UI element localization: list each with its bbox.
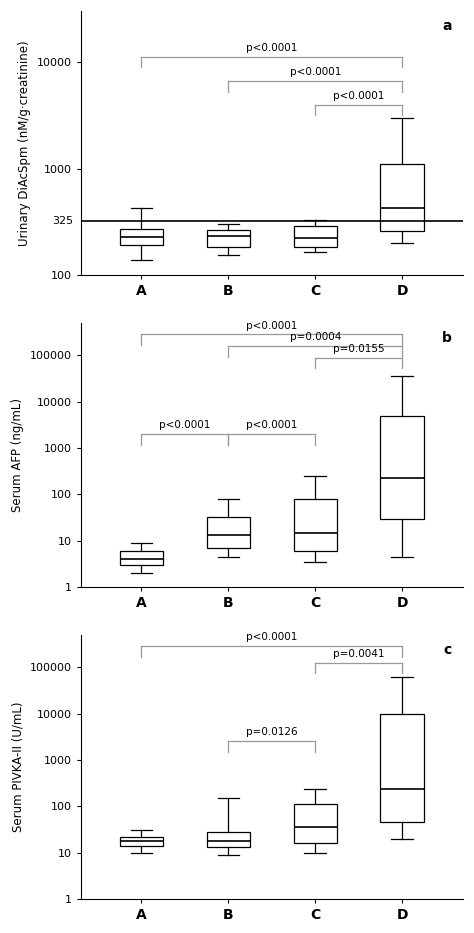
Text: a: a [442, 19, 451, 33]
Text: p<0.0001: p<0.0001 [246, 321, 298, 330]
Y-axis label: Serum AFP (ng/mL): Serum AFP (ng/mL) [11, 398, 24, 512]
PathPatch shape [380, 415, 424, 519]
PathPatch shape [120, 837, 163, 845]
Text: p<0.0001: p<0.0001 [246, 43, 298, 52]
PathPatch shape [293, 499, 337, 551]
Text: p<0.0001: p<0.0001 [290, 67, 341, 77]
Text: p<0.0001: p<0.0001 [159, 420, 210, 430]
PathPatch shape [207, 832, 250, 847]
Y-axis label: Serum PIVKA-II (U/mL): Serum PIVKA-II (U/mL) [11, 702, 24, 832]
Text: p=0.0126: p=0.0126 [246, 728, 298, 737]
PathPatch shape [207, 230, 250, 246]
Text: c: c [443, 643, 451, 657]
PathPatch shape [293, 226, 337, 246]
PathPatch shape [380, 164, 424, 231]
Text: p<0.0001: p<0.0001 [333, 91, 384, 101]
PathPatch shape [120, 230, 163, 245]
Text: p=0.0004: p=0.0004 [290, 332, 341, 342]
Text: p<0.0001: p<0.0001 [246, 420, 298, 430]
Y-axis label: Urinary DiAcSpm (nM/g·creatinine): Urinary DiAcSpm (nM/g·creatinine) [18, 40, 31, 246]
Text: p<0.0001: p<0.0001 [246, 633, 298, 643]
Text: b: b [442, 331, 451, 345]
Text: 325: 325 [52, 216, 73, 226]
PathPatch shape [120, 551, 163, 564]
PathPatch shape [293, 804, 337, 843]
Text: p=0.0155: p=0.0155 [333, 343, 384, 354]
PathPatch shape [207, 517, 250, 548]
Text: p=0.0041: p=0.0041 [333, 648, 384, 659]
PathPatch shape [380, 714, 424, 822]
